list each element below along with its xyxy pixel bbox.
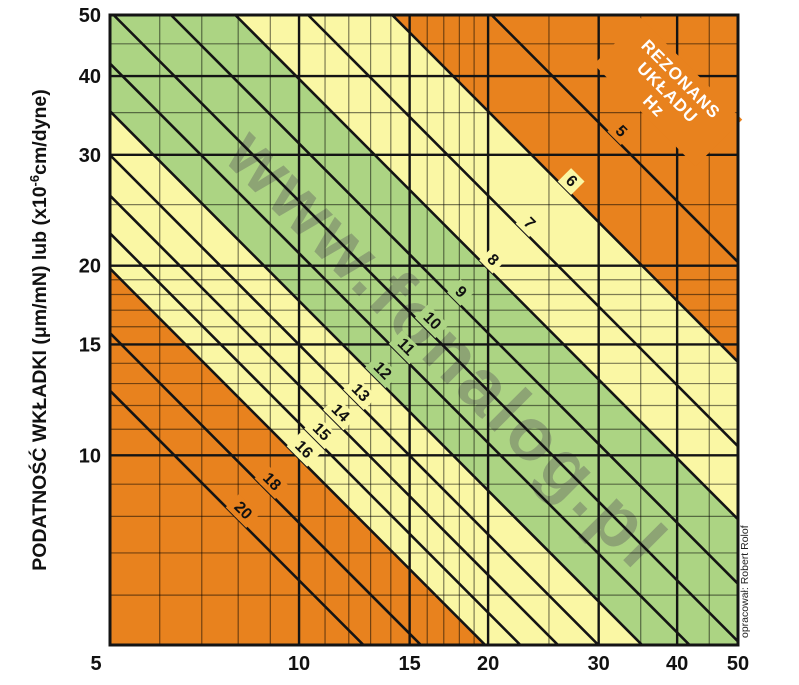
y-tick-labels: 50 40 30 20 15 10 [79, 5, 101, 467]
y-tick-label-20: 20 [79, 256, 101, 278]
resonance-label-14hz: 14 [323, 396, 357, 431]
credit-text: opracował: Robert Rolof [739, 525, 751, 638]
x-tick-label-20: 20 [477, 653, 499, 675]
y-tick-label-10: 10 [79, 445, 101, 467]
resonance-label-patch [254, 465, 289, 499]
y-tick-label-40: 40 [79, 66, 101, 88]
x-tick-labels: 5 10 15 20 30 40 50 [90, 653, 749, 675]
y-axis-title: PODATNOŚĆ WKŁADKI (μm/mN) lub (x10-6cm/d… [27, 89, 51, 570]
plot-border [108, 13, 740, 647]
x-tick-label-10: 10 [288, 653, 310, 675]
resonance-label-patch [225, 493, 260, 528]
resonance-label-patch [304, 415, 339, 450]
corner-label-patch [593, 17, 743, 167]
grid-minor [110, 15, 738, 645]
y-tick-label-50: 50 [79, 5, 101, 27]
x-tick-label-15: 15 [398, 653, 420, 675]
x-tick-label-5: 5 [90, 653, 101, 675]
resonance-label-patch [323, 396, 357, 431]
resonance-label-patch [388, 330, 423, 365]
resonance-label-patch [343, 376, 378, 410]
resonance-label-patch [286, 432, 321, 467]
x-tick-label-30: 30 [588, 653, 610, 675]
x-tick-label-50: 50 [727, 653, 749, 675]
resonance-label-patch [414, 304, 449, 339]
resonance-label-patch [365, 354, 400, 389]
y-tick-label-15: 15 [79, 334, 101, 356]
x-tick-label-40: 40 [666, 653, 688, 675]
y-tick-label-30: 30 [79, 145, 101, 167]
